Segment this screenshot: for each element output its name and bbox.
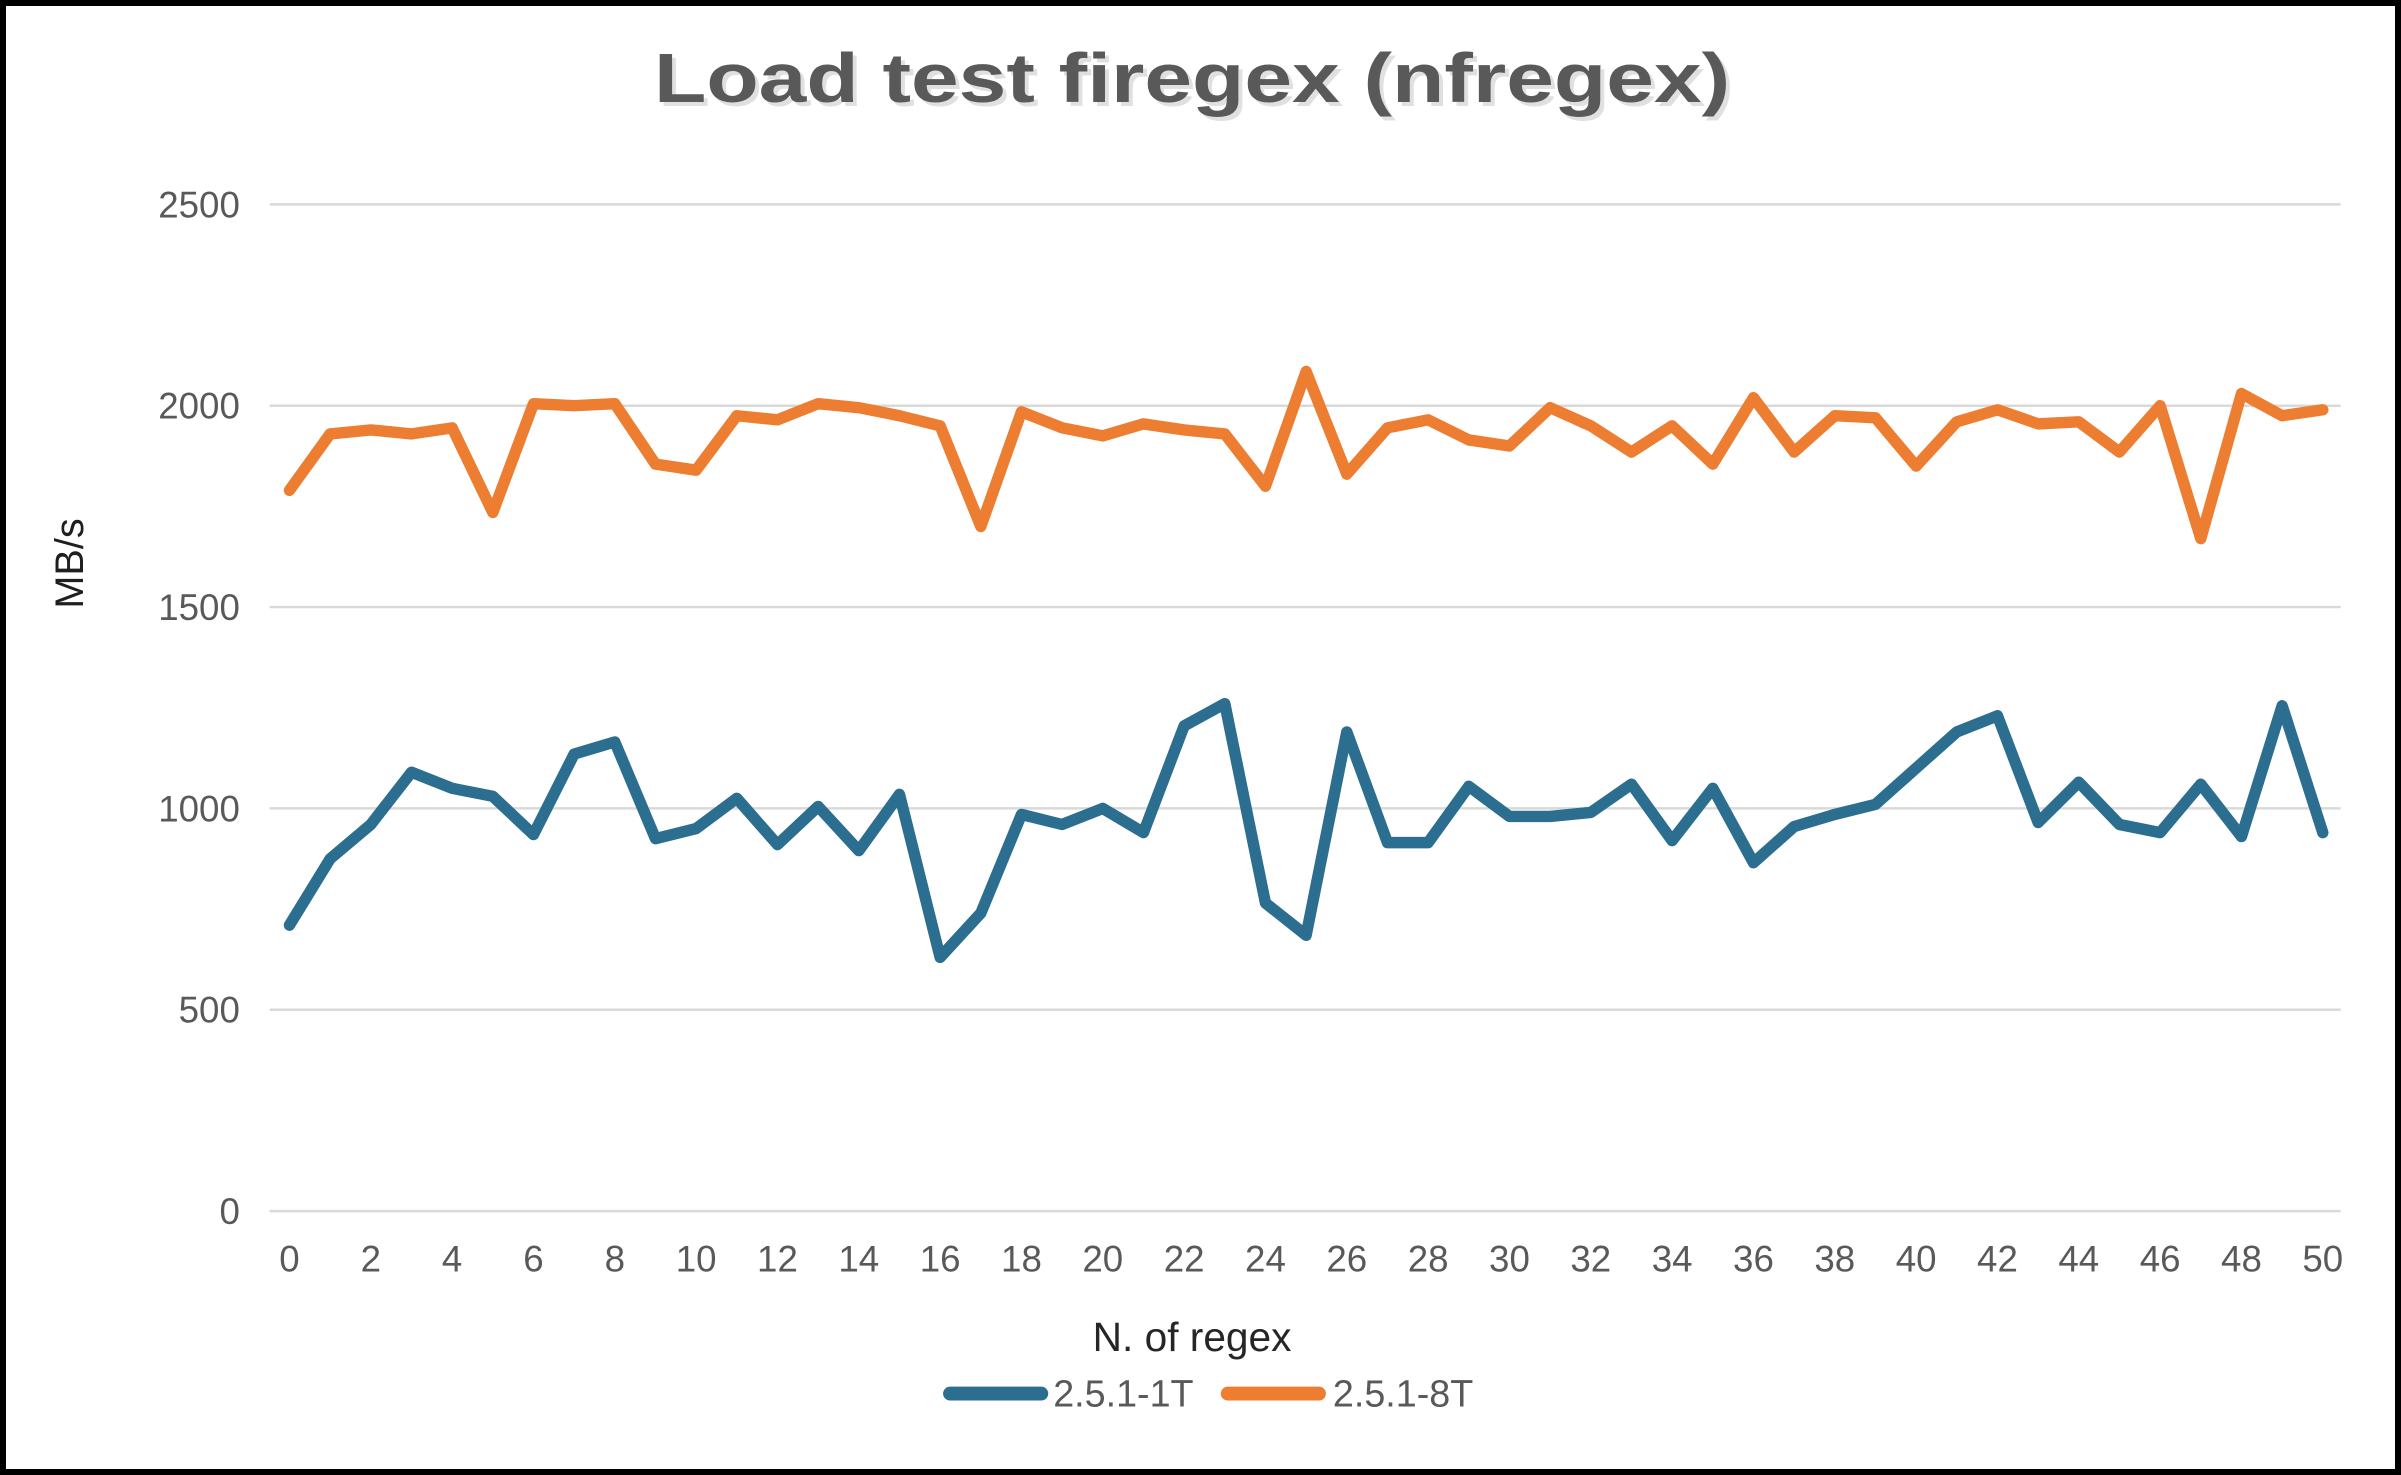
x-tick-label-14: 14 — [838, 1239, 879, 1280]
x-tick-label-44: 44 — [2058, 1239, 2099, 1280]
x-tick-label-2: 2 — [361, 1239, 381, 1280]
x-tick-label-48: 48 — [2221, 1239, 2262, 1280]
x-tick-label-6: 6 — [523, 1239, 543, 1280]
data-series-lines — [283, 365, 2329, 964]
x-tick-label-36: 36 — [1733, 1239, 1774, 1280]
x-tick-label-40: 40 — [1896, 1239, 1937, 1280]
x-axis-title: N. of regex — [1093, 1314, 1292, 1360]
x-tick-label-50: 50 — [2302, 1239, 2343, 1280]
x-tick-label-12: 12 — [757, 1239, 798, 1280]
x-tick-label-42: 42 — [1977, 1239, 2018, 1280]
x-tick-label-18: 18 — [1001, 1239, 1042, 1280]
y-tick-label-2000: 2000 — [158, 386, 240, 427]
x-tick-label-22: 22 — [1164, 1239, 1205, 1280]
y-tick-label-0: 0 — [219, 1191, 239, 1232]
x-tick-label-32: 32 — [1570, 1239, 1611, 1280]
x-tick-label-0: 0 — [279, 1239, 299, 1280]
legend-label-series-2: 2.5.1-8T — [1333, 1373, 1473, 1415]
y-tick-label-500: 500 — [179, 990, 240, 1031]
chart-title-shadow: Load test firegex (nfregex) — [658, 43, 1734, 121]
x-tick-label-26: 26 — [1326, 1239, 1367, 1280]
y-tick-label-1500: 1500 — [158, 587, 240, 628]
x-tick-label-24: 24 — [1245, 1239, 1286, 1280]
x-tick-label-30: 30 — [1489, 1239, 1530, 1280]
x-tick-label-28: 28 — [1408, 1239, 1449, 1280]
x-tick-label-38: 38 — [1814, 1239, 1855, 1280]
y-axis-title: MB/s — [48, 518, 92, 608]
series-line-2.5.1-8T — [283, 365, 2329, 545]
x-axis-tick-labels: 0 2 4 6 8 10 12 14 16 18 20 22 24 26 28 30 32 34 36 38 40 42 4… — [279, 1239, 2343, 1280]
y-tick-label-1000: 1000 — [158, 788, 240, 829]
x-tick-label-8: 8 — [605, 1239, 625, 1280]
gridlines — [269, 203, 2341, 1213]
x-tick-label-34: 34 — [1652, 1239, 1693, 1280]
y-tick-label-2500: 2500 — [158, 184, 240, 225]
legend: 2.5.1-1T 2.5.1-8T — [943, 1373, 1473, 1415]
y-axis-tick-labels: 0 500 1000 1500 2000 2500 — [158, 184, 240, 1232]
x-tick-label-16: 16 — [920, 1239, 961, 1280]
x-tick-label-46: 46 — [2140, 1239, 2181, 1280]
series-line-2.5.1-1T — [283, 697, 2329, 964]
legend-label-series-1: 2.5.1-1T — [1053, 1373, 1193, 1415]
chart-title: Load test firegex (nfregex) — [654, 39, 1730, 117]
x-tick-label-10: 10 — [676, 1239, 717, 1280]
x-tick-label-20: 20 — [1082, 1239, 1123, 1280]
x-tick-label-4: 4 — [442, 1239, 462, 1280]
